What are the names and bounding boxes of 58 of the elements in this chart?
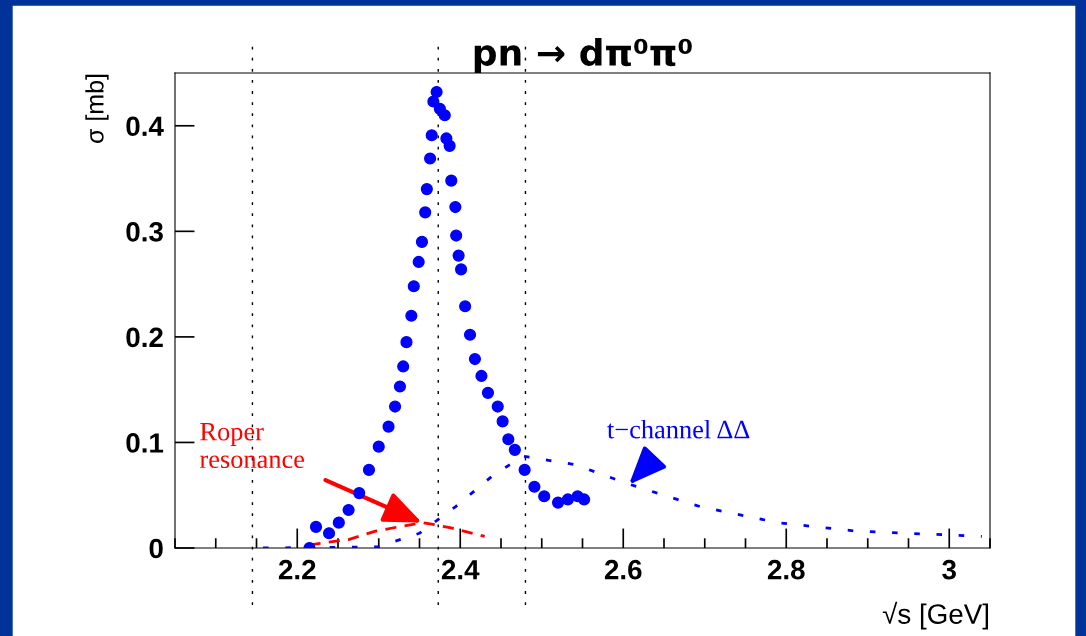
y-axis-title: σ [mb] (85, 74, 109, 143)
annotation: Roper resonance (199, 422, 305, 469)
y-tick-label: 0 (149, 538, 163, 559)
point (561, 493, 574, 506)
point (496, 415, 509, 428)
x-tick-label: 2.4 (441, 559, 480, 580)
point (382, 420, 395, 433)
point (468, 352, 481, 366)
point (425, 129, 438, 142)
point (415, 235, 429, 248)
x-tick-label: 2.8 (767, 559, 805, 580)
point (452, 249, 465, 262)
annotation: t−channel ΔΔ (607, 419, 750, 439)
point (578, 493, 591, 506)
x-tick-label: 2.2 (278, 559, 316, 580)
point (454, 263, 468, 276)
x-tick-label: 3 (942, 559, 956, 580)
point (443, 139, 456, 152)
point (508, 443, 521, 456)
y-tick-label: 0.1 (126, 433, 164, 453)
point (491, 400, 504, 413)
point (420, 183, 433, 196)
point (518, 463, 531, 476)
point (538, 490, 551, 503)
point (309, 520, 323, 533)
point (438, 109, 451, 122)
point (445, 174, 458, 187)
point (419, 206, 432, 219)
point (502, 433, 515, 446)
x-axis-title: √s [GeV] (882, 601, 989, 630)
point (481, 386, 495, 399)
point (322, 527, 336, 540)
point (397, 360, 410, 373)
point (342, 503, 355, 517)
point (362, 463, 376, 476)
x-tick-label: 2.6 (604, 559, 642, 580)
point (400, 336, 413, 349)
point (449, 200, 462, 214)
point (450, 229, 463, 242)
point (430, 85, 443, 99)
point (405, 309, 418, 322)
point (372, 440, 385, 453)
point (407, 280, 420, 293)
y-tick-label: 0.2 (126, 327, 163, 348)
point (551, 496, 565, 509)
y-tick-label: 0.3 (126, 222, 163, 242)
point (412, 255, 425, 269)
y-tick-label: 0.4 (126, 116, 164, 137)
point (332, 516, 345, 529)
point (388, 400, 402, 413)
point (463, 328, 477, 341)
point (393, 380, 407, 393)
point (459, 300, 472, 313)
chart-title: pn → dπ⁰π⁰ (474, 38, 692, 73)
point (353, 487, 366, 500)
point (475, 369, 488, 383)
point (424, 152, 437, 165)
point (528, 480, 541, 493)
